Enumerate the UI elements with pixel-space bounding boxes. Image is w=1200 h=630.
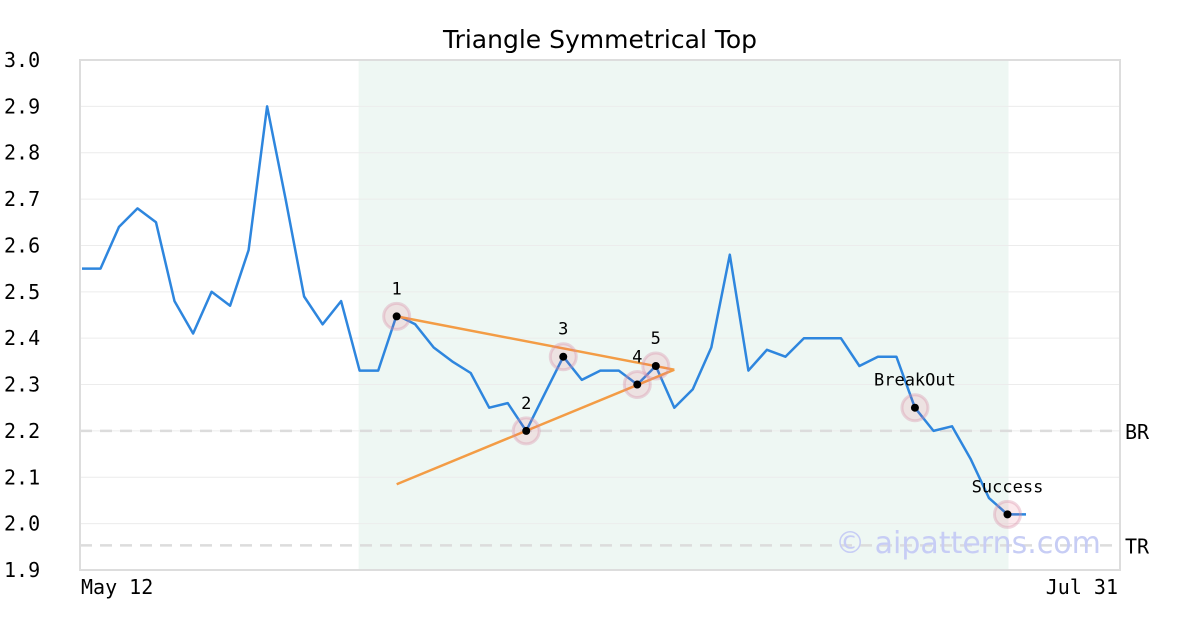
y-tick-label: 1.9 [4,558,40,582]
point-marker [633,380,642,389]
x-axis: May 12 Jul 31 [81,575,1118,599]
watermark: © aipatterns.com [835,526,1101,561]
point-marker [392,312,401,321]
point-label: 1 [392,279,402,299]
y-tick-label: 2.1 [4,465,40,489]
point-label: Success [972,477,1044,497]
trend-line [396,368,675,486]
point-label: 4 [632,348,642,368]
level-label: BR [1125,420,1150,444]
point-marker [522,426,531,435]
point-label: 3 [558,320,568,340]
series [82,105,1026,516]
price-series-line [82,105,1026,516]
x-tick-label: May 12 [81,575,153,599]
level-lines: BR TR [80,420,1150,558]
pattern-points: 1 2 3 45 BreakOut Success [382,279,1044,529]
y-tick-label: 2.4 [4,326,40,350]
y-tick-label: 2.7 [4,187,40,211]
plot-frame [79,59,1121,571]
x-tick-label: Jul 31 [1046,575,1118,599]
y-tick-label: 2.9 [4,94,40,118]
y-tick-label: 2.6 [4,233,40,257]
point-marker [559,352,568,361]
point-marker [651,362,660,370]
y-tick-label: 2.0 [4,512,40,536]
pattern-region-shade [358,60,1009,570]
pattern-region [358,60,1009,570]
y-tick-label: 2.2 [4,419,40,443]
point-label: 5 [651,329,661,349]
y-tick-label: 3.0 [4,48,40,72]
y-tick-label: 2.8 [4,141,40,165]
point-marker [910,403,919,412]
trend-line [396,315,675,371]
level-label: TR [1125,534,1150,558]
trend-lines [396,315,675,486]
chart-title: Triangle Symmetrical Top [442,25,757,54]
point-marker [1003,510,1012,519]
y-tick-label: 2.5 [4,280,40,304]
point-label: 2 [521,394,531,414]
y-tick-label: 2.3 [4,373,40,397]
point-label: BreakOut [874,371,956,391]
y-axis: 1.9 2.0 2.1 2.2 2.3 2.4 2.5 2.6 2.7 2.8 2.9 3.0 [4,48,40,582]
